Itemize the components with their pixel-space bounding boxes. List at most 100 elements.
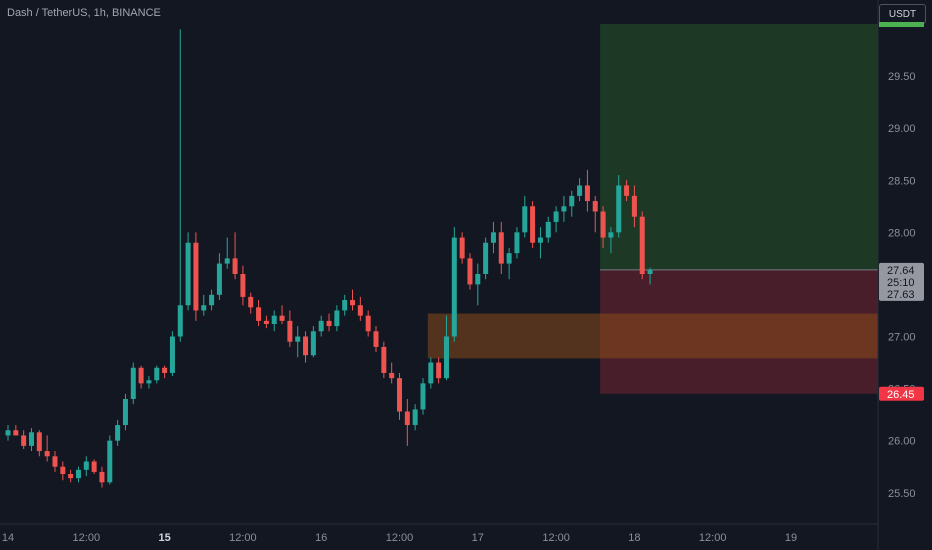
candle-body (389, 372, 395, 379)
candle-body (451, 237, 457, 337)
candle-body (357, 305, 363, 316)
candle-body (553, 211, 559, 222)
candle-body (584, 185, 590, 202)
price-tick-label: 26.00 (888, 436, 916, 448)
candle-body (624, 185, 630, 196)
stop-price-badge (879, 386, 924, 401)
candle (36, 430, 42, 457)
candle-body (130, 367, 136, 399)
candle-body (28, 432, 34, 446)
candle-body (310, 331, 316, 356)
candle-body (350, 300, 356, 306)
candle (279, 305, 285, 324)
candle-body (522, 206, 528, 233)
candle-body (428, 362, 434, 384)
candle (357, 296, 363, 321)
candle (99, 466, 105, 488)
candle-body (83, 461, 89, 470)
countdown-label: 25:10 (887, 277, 915, 289)
candle-body (91, 461, 97, 472)
candle (522, 195, 528, 238)
candle-body (600, 211, 606, 238)
candle-body (483, 242, 489, 274)
candle-body (68, 474, 74, 479)
candle (404, 399, 410, 446)
candle-body (99, 471, 105, 483)
last-price-badge (879, 262, 924, 301)
candle-body (436, 362, 442, 379)
candle (397, 372, 402, 420)
candle-body (52, 456, 58, 467)
candle (232, 232, 238, 280)
price-tick-label: 28.50 (888, 175, 916, 187)
candle (514, 227, 520, 259)
candle (256, 300, 262, 327)
candle (201, 294, 207, 316)
candle (373, 326, 379, 353)
candle-body (216, 263, 222, 295)
candle-body (154, 367, 160, 381)
candle (631, 185, 637, 228)
time-tick-label: 17 (472, 532, 484, 544)
candle-body (193, 242, 199, 311)
candle (28, 428, 34, 452)
candle-body (412, 409, 418, 426)
candle (639, 211, 645, 280)
candle (561, 195, 567, 222)
candle-body (248, 296, 254, 308)
target-marker (879, 22, 924, 27)
candle-body (303, 336, 309, 356)
candle (624, 180, 630, 202)
candle (334, 305, 340, 332)
candle-body (209, 294, 215, 306)
candle-body (138, 367, 144, 384)
candle (169, 331, 175, 377)
time-tick-label: 19 (785, 532, 797, 544)
candle-body (287, 320, 293, 342)
candle-body (44, 451, 50, 457)
candle (569, 190, 575, 217)
candle (584, 169, 590, 212)
highlight-zone (427, 313, 878, 359)
candle (443, 315, 449, 381)
candle (537, 227, 543, 259)
candle (193, 232, 199, 321)
candle-body (271, 315, 277, 324)
candle-body (177, 305, 183, 337)
candle (342, 294, 348, 316)
candle (483, 237, 489, 280)
candle-body (561, 206, 567, 212)
candle (154, 365, 160, 384)
candle-body (647, 269, 653, 274)
candle (600, 206, 606, 248)
candle (263, 315, 269, 329)
candle (216, 253, 222, 301)
last-price-label: 27.64 (887, 265, 915, 277)
candle (310, 326, 316, 358)
candle (451, 227, 457, 342)
candle-body (162, 367, 168, 373)
candle-body (146, 380, 152, 384)
candle-body (232, 258, 238, 274)
candle-body (577, 185, 583, 196)
candle-body (107, 440, 113, 483)
time-tick-label: 15 (158, 532, 170, 544)
candle (295, 326, 301, 358)
candle (490, 221, 496, 254)
candle-body (631, 195, 637, 217)
candle-body (240, 274, 246, 297)
candle-body (256, 307, 262, 321)
time-tick-label: 16 (315, 532, 327, 544)
candle (138, 365, 144, 389)
candle-body (115, 425, 121, 441)
candle-body (608, 232, 614, 238)
candle-body (639, 216, 645, 274)
candle (506, 247, 512, 280)
candle-body (342, 300, 348, 311)
candle (381, 341, 387, 379)
price-tick-label: 29.00 (888, 123, 916, 135)
candle (271, 310, 277, 332)
candle-body (459, 237, 465, 259)
candle-body (36, 432, 42, 452)
